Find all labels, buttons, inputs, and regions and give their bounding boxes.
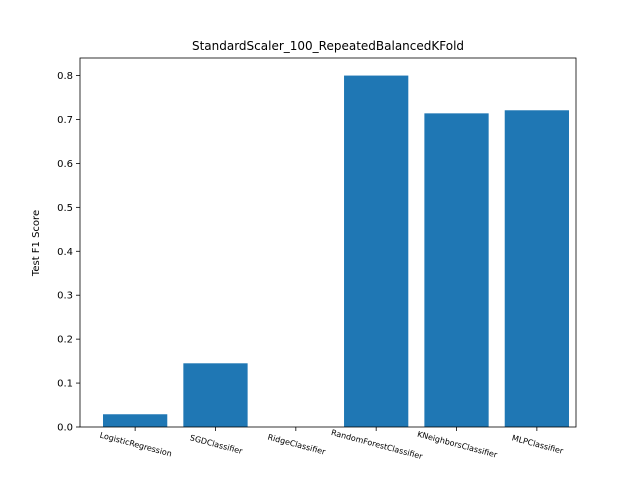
bar-MLPClassifier	[504, 110, 569, 428]
y-tick-label: 0.6	[57, 159, 73, 170]
x-tick-label: LogisticRegression	[99, 431, 173, 459]
bar-SGDClassifier	[183, 363, 248, 427]
x-axis: LogisticRegression SGDClassifier RidgeClas…	[99, 427, 565, 461]
bar-LogisticRegression	[103, 414, 168, 427]
x-tick-label: MLPClassifier	[511, 433, 565, 456]
y-tick-label: 0.3	[57, 291, 73, 302]
y-tick-label: 0.5	[57, 203, 73, 214]
x-tick-label: KNeighborsClassifier	[416, 430, 499, 460]
y-axis: 0.0 0.1 0.2 0.3 0.4 0.5 0.6 0.7 0.8	[57, 71, 80, 434]
x-tick-label: SGDClassifier	[189, 433, 244, 456]
y-axis-label: Test F1 Score	[31, 210, 42, 277]
y-tick-label: 0.7	[57, 115, 73, 126]
y-tick-label: 0.4	[57, 247, 73, 258]
bars-group	[103, 75, 569, 428]
y-tick-label: 0.8	[57, 71, 73, 82]
y-tick-label: 0.2	[57, 335, 73, 346]
chart-title: StandardScaler_100_RepeatedBalancedKFold	[192, 39, 464, 53]
y-tick-label: 0.1	[57, 379, 73, 390]
bar-KNeighborsClassifier	[424, 113, 489, 427]
bar-RandomForestClassifier	[344, 75, 409, 428]
y-tick-label: 0.0	[57, 423, 73, 434]
x-tick-label: RandomForestClassifier	[330, 428, 424, 461]
plot-frame	[79, 57, 577, 428]
x-tick-label: RidgeClassifier	[267, 433, 327, 457]
